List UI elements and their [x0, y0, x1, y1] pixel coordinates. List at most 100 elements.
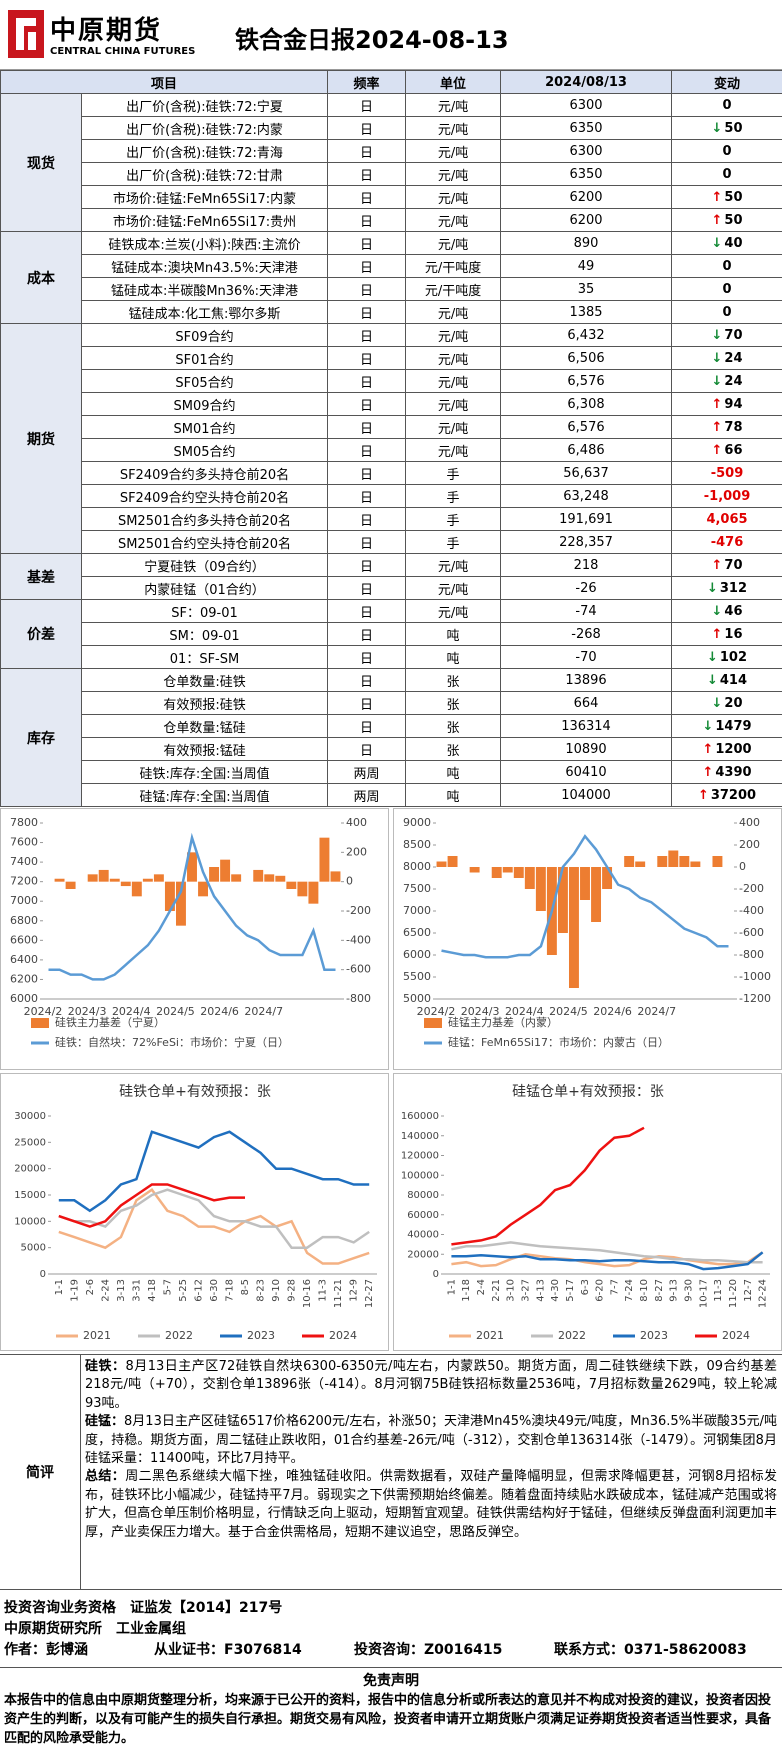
y2-tick-label: 400: [346, 816, 367, 829]
change: 0: [722, 258, 732, 274]
change-cell: ↑ 94: [671, 392, 782, 416]
item: SM01合约: [80, 415, 329, 439]
value: 6,576: [500, 369, 673, 393]
x-tick-label: 12-27: [364, 1279, 375, 1308]
frequency: 日: [327, 668, 407, 692]
disclaimer-text: 本报告中的信息由中原期货整理分析，均来源于已公开的资料，报告中的信息分析或所表达…: [4, 1693, 772, 1746]
table-row: SM05合约日元/吨 6,486 ↑ 66: [1, 438, 782, 462]
y2-tick-label: -400: [739, 904, 764, 917]
table-row: 价差 SF：09-01 日元/吨 -74 ↓ 46: [0, 599, 782, 669]
change-cell: ↓ 312: [671, 576, 782, 600]
x-tick-label: 4-18: [147, 1279, 158, 1302]
change: 50: [724, 212, 743, 228]
data-table: 项目 频率 单位 2024/08/13 变动 现货 出厂价(含税):硅铁:72:宁夏日元/…: [0, 70, 782, 807]
value: 6350: [500, 116, 673, 140]
bar: [591, 867, 602, 922]
frequency: 日: [327, 254, 407, 278]
change: 70: [724, 327, 743, 343]
table-row: 期货 SF09合约日元/吨 6,432 ↓ 70: [0, 323, 782, 554]
change-cell: ↓ 24: [671, 346, 782, 370]
trend-arrow: ↑: [711, 396, 723, 412]
trend-arrow: ↓: [711, 327, 723, 343]
bar: [120, 881, 131, 887]
item: 硅锰:库存:全国:当周值: [80, 783, 329, 807]
legend-label: 2024: [722, 1329, 750, 1342]
trend-arrow: ↓: [711, 235, 723, 251]
table-row: SM01合约日元/吨 6,576 ↑ 78: [1, 415, 782, 439]
y-tick-label: 6000: [10, 992, 38, 1005]
value: 6200: [500, 208, 673, 232]
y2-tick-label: -600: [739, 926, 764, 939]
change: 24: [724, 373, 743, 389]
paragraph: 总结：周二黑色系继续大幅下挫，唯独锰硅收阳。供需数据看，双硅产量降幅明显，但需求…: [85, 1468, 777, 1542]
item: SM09合约: [80, 392, 329, 416]
table-row: 出厂价(含税):硅铁:72:甘肃日元/吨 6350 0: [1, 162, 782, 186]
table-row: 锰硅成本:化工焦:鄂尔多斯日元/吨 1385 0: [1, 300, 782, 324]
unit: 吨: [405, 645, 502, 669]
line: [58, 1130, 370, 1213]
change-cell: ↓ 102: [671, 645, 782, 669]
bar: [231, 874, 242, 882]
unit: 手: [405, 461, 502, 485]
x-tick-label: 6-3: [580, 1279, 591, 1295]
legend-label: 硅铁主力基差（宁夏）: [55, 1015, 165, 1029]
line: [451, 1251, 764, 1268]
trend-arrow: ↓: [711, 350, 723, 366]
line: [451, 1241, 763, 1264]
change: 50: [724, 120, 743, 136]
disclaimer-title: 免责声明: [363, 1673, 419, 1689]
frequency: 日: [327, 300, 407, 324]
value: 890: [500, 231, 673, 255]
trend-arrow: ↓: [706, 672, 718, 688]
change: -1,009: [703, 488, 751, 504]
item: 有效预报:锰硅: [80, 737, 329, 761]
trend-arrow: ↑: [702, 764, 714, 780]
unit: 元/吨: [405, 139, 502, 163]
bar: [447, 856, 458, 867]
x-tick-label: 1-18: [461, 1279, 472, 1302]
frequency: 日: [327, 392, 407, 416]
x-tick-label: 12-7: [743, 1279, 754, 1302]
qualification: 投资咨询业务资格 证监发【2014】217号: [4, 1600, 283, 1616]
paragraph-label: 硅铁：: [85, 1359, 126, 1374]
unit: 元/吨: [405, 116, 502, 140]
logo-text: 中原期货: [50, 16, 163, 46]
trend-arrow: ↓: [706, 649, 718, 665]
change: 4,065: [706, 511, 748, 527]
value: -74: [500, 599, 673, 623]
value: 104000: [500, 783, 673, 807]
value: 191,691: [500, 507, 673, 531]
x-tick-label: 1-1: [446, 1279, 457, 1295]
y-tick-label: 6000: [403, 948, 431, 961]
x-tick-label: 5-7: [162, 1279, 173, 1295]
frequency: 日: [327, 576, 407, 600]
footer: 投资咨询业务资格 证监发【2014】217号 中原期货研究所 工业金属组 作者：…: [0, 1592, 782, 1668]
bar: [668, 850, 679, 867]
change: 0: [722, 281, 732, 297]
x-tick-label: 5-25: [178, 1279, 189, 1302]
x-tick-label: 2024/3: [461, 1005, 500, 1018]
line: [451, 1126, 645, 1246]
bar: [330, 871, 341, 882]
y-tick-label: 6200: [10, 972, 38, 985]
paragraph: 硅锰：8月13日主产区硅锰6517价格6200元/左右，补涨50；天津港Mn45…: [85, 1413, 777, 1468]
change-cell: ↑ 1200: [671, 737, 782, 761]
y2-tick-label: -200: [346, 904, 371, 917]
x-tick-label: 3-10: [506, 1279, 517, 1302]
trend-arrow: ↑: [711, 557, 723, 573]
frequency: 日: [327, 415, 407, 439]
bar: [164, 881, 175, 911]
chart: 5000 5500 6000 6500 7000 7500 8000 8500 9000 -120…: [393, 808, 782, 1070]
value: 6350: [500, 162, 673, 186]
column-header: 单位: [405, 70, 502, 94]
unit: 手: [405, 484, 502, 508]
item: 出厂价(含税):硅铁:72:内蒙: [80, 116, 329, 140]
header: 中原期货 CENTRAL CHINA FUTURES 铁合金日报2024-08-…: [0, 0, 782, 70]
y-tick-label: 7400: [10, 855, 38, 868]
change: 16: [724, 626, 743, 642]
value: -70: [500, 645, 673, 669]
y2-tick-label: -400: [346, 933, 371, 946]
bar: [712, 856, 723, 867]
bar: [602, 867, 613, 889]
item: SF01合约: [80, 346, 329, 370]
